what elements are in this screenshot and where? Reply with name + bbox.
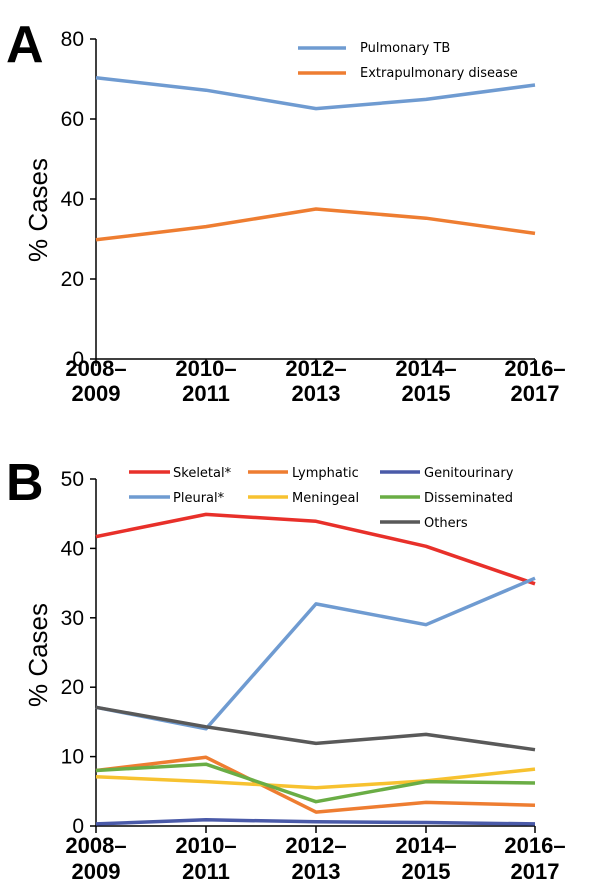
panel-b-x-tick-label-line2: 2009 [72,859,121,884]
panel-b-x-tick-label-line1: 2010– [175,833,236,858]
panel-a-y-tick-label: 60 [61,108,84,131]
series-line-others [95,705,536,752]
series-line-pleural [95,576,536,731]
series-line-disseminated [95,762,536,804]
panel-b-y-tick-label: 0 [72,815,84,838]
panel-b-y-tick-label: 10 [61,746,84,769]
panel-a-x-tick-label-line1: 2014– [395,356,456,381]
panel-b-series [95,512,536,826]
panel-b-y-tick-label: 50 [61,468,84,491]
series-line-pulmonary-tb [95,76,536,111]
panel-b-y-tick-label: 30 [61,607,84,630]
legend-label-pulmonary-tb: Pulmonary TB [360,41,450,56]
series-line-skeletal [95,512,536,586]
panel-a-y-axis-label: % Cases [23,158,53,262]
series-line-extrapulmonary-disease [95,207,536,242]
panel-b-x-tick-label-line2: 2017 [511,859,560,884]
panel-a-x-tick-label-line2: 2011 [182,381,230,406]
panel-a-y-tick-label: 80 [61,28,84,51]
panel-b-x-tick-label-line1: 2016– [504,833,565,858]
series-line-lymphatic [95,755,536,814]
panel-b-x-tick-label-line2: 2015 [402,859,451,884]
legend-label-skeletal: Skeletal* [173,466,232,481]
legend-label-pleural: Pleural* [173,491,225,506]
series-line-meningeal [95,767,536,790]
panel-b-y-tick-label: 20 [61,676,84,699]
panel-a-x-tick-label-line2: 2009 [72,381,121,406]
legend-label-disseminated: Disseminated [424,491,513,506]
panel-a-chart: A % Cases 0 20 40 60 80 2008–2009 2010–2011 201… [6,16,566,406]
panel-a-x-tick-label-line1: 2012– [285,356,346,381]
panel-a-ticks: 0 20 40 60 80 2008–2009 2010–2011 2012–2013 2014… [61,28,566,406]
panel-b-chart: B % Cases 0 10 20 30 40 50 2008–2009 2010–2011 2… [6,454,566,884]
panel-b-x-tick-label-line1: 2014– [395,833,456,858]
panel-b-ticks: 0 10 20 30 40 50 2008–2009 2010–2011 2012–2013 20… [61,468,566,884]
panel-a-x-tick-label-line1: 2016– [504,356,565,381]
legend-label-others: Others [424,516,468,531]
panel-a-x-tick-label-line1: 2008– [65,356,126,381]
panel-b-letter: B [6,454,44,512]
panel-b-x-tick-label-line1: 2012– [285,833,346,858]
panel-b-x-tick-label-line2: 2011 [182,859,230,884]
legend-label-extrapulmonary: Extrapulmonary disease [360,66,518,81]
panel-a-x-tick-label-line1: 2010– [175,356,236,381]
panel-a-legend: Pulmonary TB Extrapulmonary disease [298,41,518,81]
panel-b-x-tick-label-line1: 2008– [65,833,126,858]
series-line-genitourinary [95,818,536,826]
panel-b-x-tick-label-line2: 2013 [292,859,341,884]
panel-b-legend: Skeletal* Pleural* Lymphatic Meningeal G… [129,466,514,531]
panel-a-series [95,76,536,242]
panel-a-y-tick-label: 40 [61,188,84,211]
panel-a-x-tick-label-line2: 2017 [511,381,560,406]
legend-label-meningeal: Meningeal [292,491,359,506]
panel-b-y-axis-label: % Cases [23,603,53,707]
panel-b-y-tick-label: 40 [61,537,84,560]
panel-a-x-tick-label-line2: 2013 [292,381,341,406]
panel-a-x-tick-label-line2: 2015 [402,381,451,406]
legend-label-lymphatic: Lymphatic [292,466,359,481]
panel-a-y-tick-label: 20 [61,268,84,291]
panel-a-letter: A [6,16,44,74]
legend-label-genitourinary: Genitourinary [424,466,514,481]
panel-a-y-tick-label: 0 [72,348,84,371]
